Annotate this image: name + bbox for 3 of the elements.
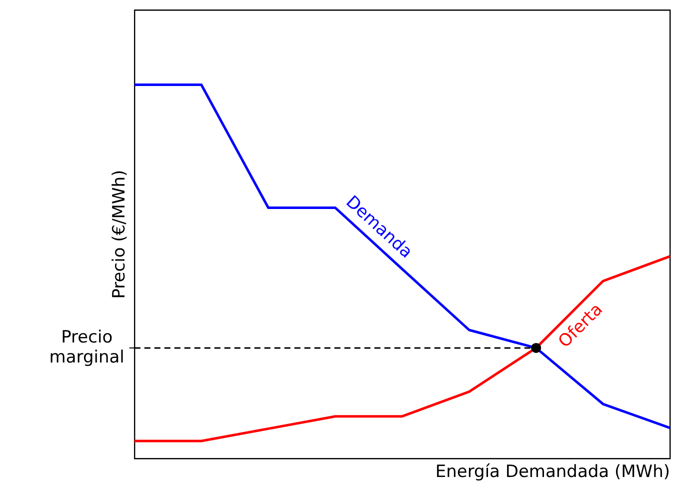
y-axis-title: Precio (€/MWh): [110, 170, 130, 299]
x-axis-title: Energía Demandada (MWh): [435, 462, 670, 482]
ref-line-label: Precio marginal: [49, 327, 124, 368]
